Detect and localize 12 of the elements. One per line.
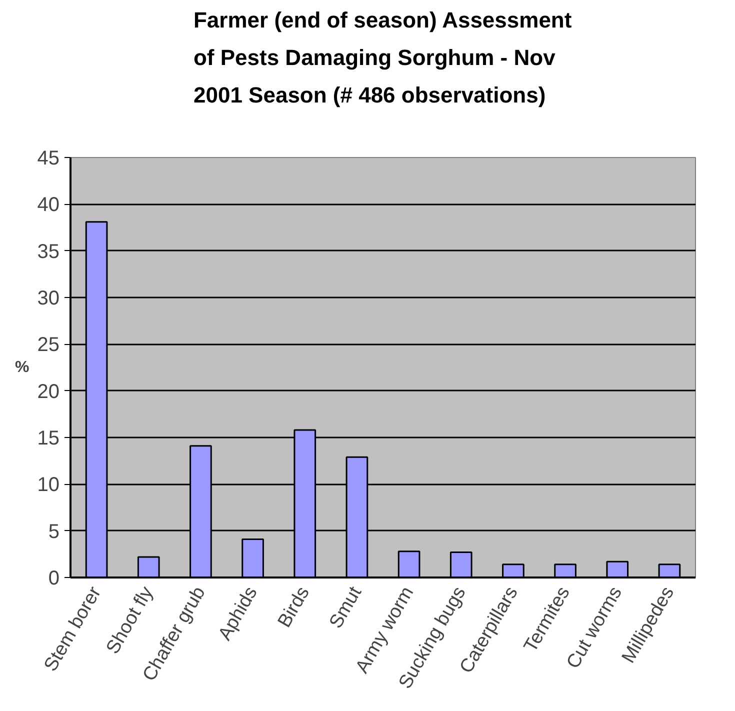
y-axis-title: % [15,359,30,376]
y-tick-label: 5 [48,520,60,543]
chart-title: Farmer (end of season) Assessment of Pests Damaging Sorghum - Nov 2001 Season (# 486 observations) [193,8,572,108]
y-tick-label: 45 [37,148,60,170]
y-tick-label: 35 [37,240,60,263]
y-tick-label: 0 [48,568,60,590]
y-tick-label: 30 [37,288,60,310]
y-tick-label: 15 [37,428,60,450]
y-tick-label: 40 [37,194,60,216]
y-tick-label: 10 [37,474,60,496]
y-tick-label: 20 [37,380,60,403]
y-tick-label: 25 [37,334,60,356]
